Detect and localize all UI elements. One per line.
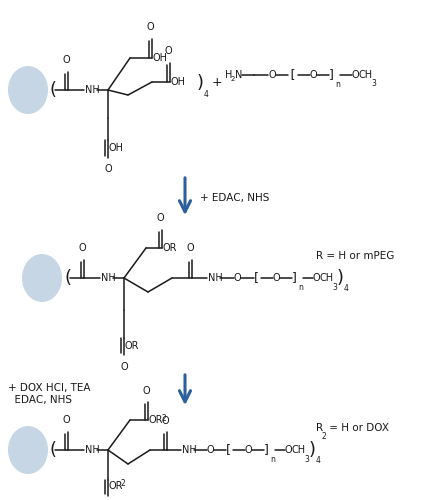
Text: ): ) (196, 74, 204, 92)
Text: (: ( (50, 81, 57, 99)
Text: 2: 2 (121, 479, 125, 488)
Text: 2: 2 (321, 432, 326, 441)
Text: OR: OR (163, 243, 177, 253)
Text: O: O (284, 445, 292, 455)
Text: n: n (334, 80, 339, 89)
Ellipse shape (8, 66, 48, 114)
Text: O: O (161, 416, 168, 426)
Ellipse shape (22, 254, 62, 302)
Text: 2: 2 (161, 414, 167, 423)
Text: ): ) (336, 269, 343, 287)
Text: [: [ (287, 68, 297, 82)
Text: n: n (297, 283, 302, 292)
Text: + DOX HCl, TEA: + DOX HCl, TEA (8, 383, 90, 393)
Text: CH: CH (358, 70, 372, 80)
Text: OH: OH (153, 53, 167, 63)
Text: O: O (186, 243, 193, 253)
Text: O: O (207, 445, 214, 455)
Text: NH: NH (181, 445, 196, 455)
Text: O: O (351, 70, 359, 80)
Text: O: O (272, 273, 280, 283)
Text: 3: 3 (303, 455, 308, 464)
Text: ]: ] (328, 68, 333, 82)
Text: O: O (120, 362, 127, 372)
Text: +: + (211, 76, 222, 90)
Text: NH: NH (85, 85, 100, 95)
Text: 3: 3 (370, 79, 375, 88)
Text: CH: CH (291, 445, 305, 455)
Text: (: ( (50, 441, 57, 459)
Text: [: [ (253, 272, 259, 284)
Text: OH: OH (170, 77, 186, 87)
Text: O: O (268, 70, 276, 80)
Text: O: O (156, 213, 164, 223)
Text: ]: ] (291, 272, 296, 284)
Text: O: O (309, 70, 317, 80)
Text: NH: NH (207, 273, 222, 283)
Text: H: H (225, 70, 232, 80)
Text: O: O (164, 46, 171, 56)
Text: NH: NH (85, 445, 100, 455)
Text: + EDAC, NHS: + EDAC, NHS (199, 193, 269, 203)
Text: O: O (62, 55, 69, 65)
Text: = H or DOX: = H or DOX (325, 423, 388, 433)
Text: 3: 3 (331, 283, 336, 292)
Text: OR: OR (125, 341, 139, 351)
Text: O: O (142, 386, 150, 396)
Text: O: O (245, 445, 252, 455)
Text: 4: 4 (343, 284, 348, 293)
Text: N: N (234, 70, 242, 80)
Text: EDAC, NHS: EDAC, NHS (8, 395, 72, 405)
Text: O: O (312, 273, 320, 283)
Text: O: O (104, 164, 112, 174)
Text: O: O (233, 273, 241, 283)
Text: O: O (78, 243, 86, 253)
Text: O: O (146, 22, 153, 32)
Text: ]: ] (263, 444, 268, 456)
Text: ): ) (308, 441, 315, 459)
Text: NH: NH (101, 273, 115, 283)
Text: OH: OH (109, 143, 124, 153)
Text: R: R (315, 423, 322, 433)
Text: 4: 4 (315, 456, 320, 465)
Text: R = H or mPEG: R = H or mPEG (315, 251, 394, 261)
Text: 2: 2 (230, 76, 235, 82)
Text: OR: OR (109, 481, 123, 491)
Text: (: ( (65, 269, 72, 287)
Text: 4: 4 (204, 90, 208, 99)
Text: [: [ (225, 444, 230, 456)
Text: n: n (269, 455, 274, 464)
Ellipse shape (8, 426, 48, 474)
Text: O: O (62, 415, 69, 425)
Text: OR: OR (149, 415, 163, 425)
Text: CH: CH (319, 273, 333, 283)
